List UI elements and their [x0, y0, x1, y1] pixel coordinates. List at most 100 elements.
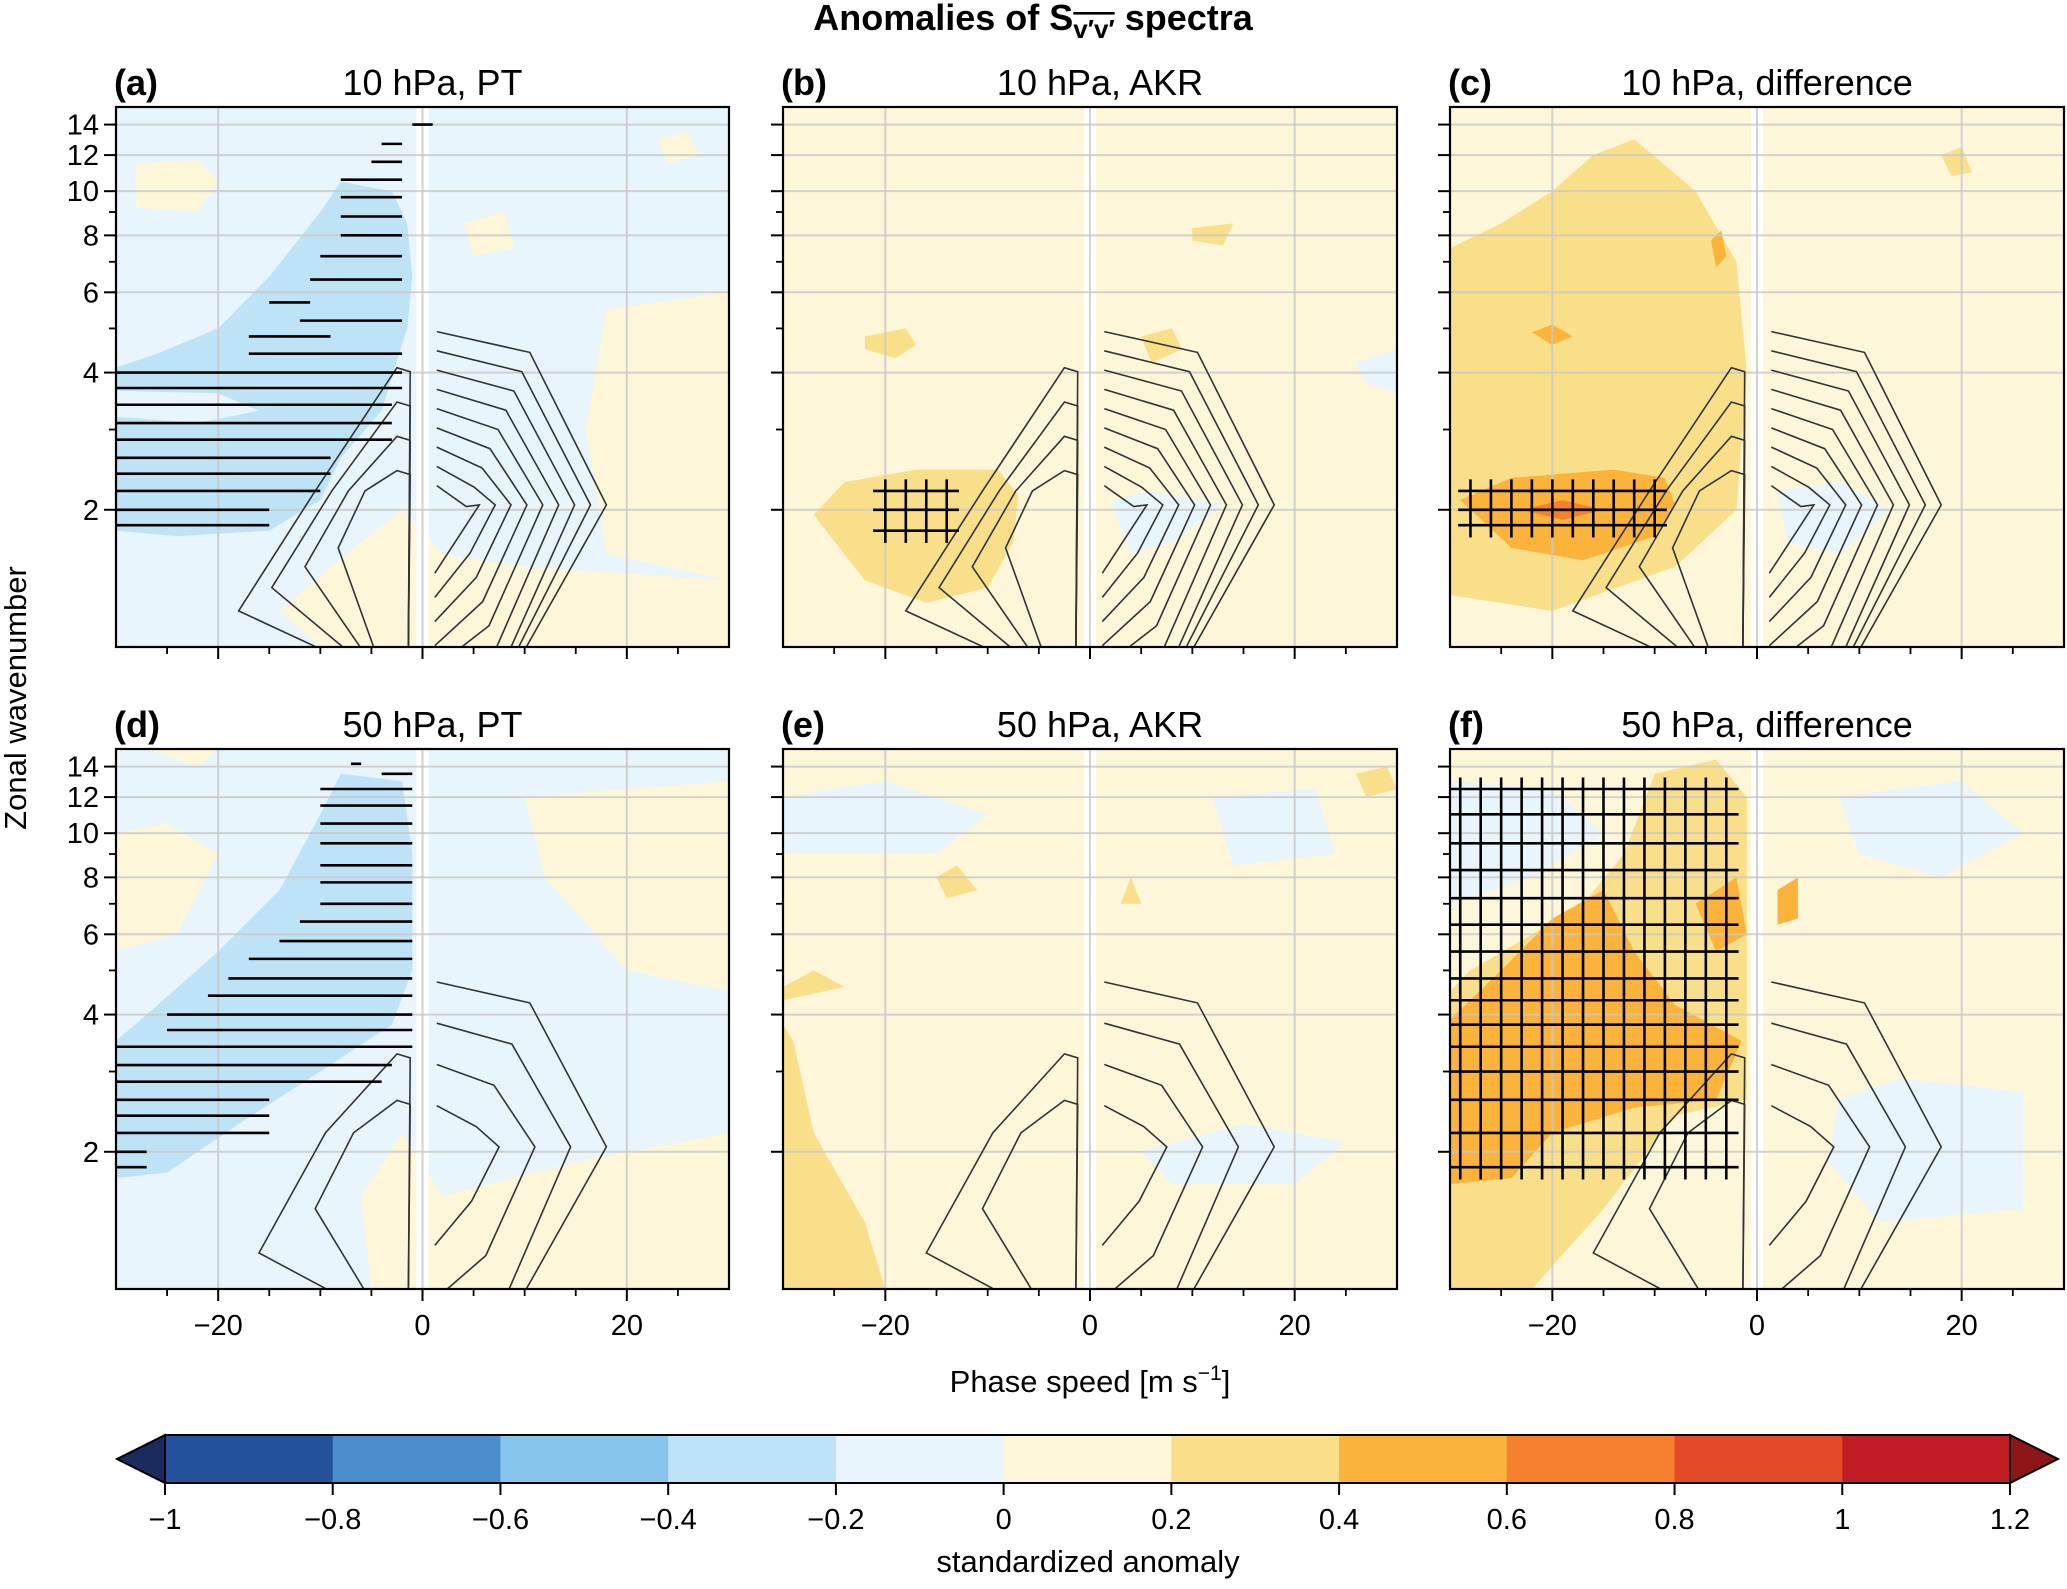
- contour-line: [1101, 427, 1196, 647]
- colorbar-tick-label: 0.6: [1487, 1504, 1527, 1536]
- contour-line: [1768, 484, 1816, 574]
- anomaly-region: [463, 212, 515, 257]
- contour-line: [1101, 446, 1180, 623]
- anomaly-region: [116, 773, 413, 1179]
- colorbar-segment: [1339, 1435, 1508, 1483]
- x-axis-label-close: ]: [1222, 1364, 1231, 1399]
- anomaly-region: [1828, 1078, 2024, 1223]
- y-tick-label: 12: [67, 140, 99, 172]
- anomaly-region: [146, 749, 219, 767]
- x-axis-label: Phase speed [m s−1]: [950, 1362, 1231, 1399]
- colorbar-tick-label: 1: [1834, 1504, 1850, 1536]
- panel-content: [783, 107, 1397, 647]
- contour-line: [434, 465, 497, 598]
- contour-line: [434, 484, 481, 574]
- panel-title: 50 hPa, PT: [342, 704, 522, 745]
- figure-title: Anomalies of Sv′v′ spectra: [813, 0, 1254, 44]
- panel-letter: (f): [1448, 704, 1484, 745]
- anomaly-region: [116, 390, 259, 423]
- contour-line: [1101, 465, 1164, 598]
- x-tick-label: 0: [1082, 1310, 1098, 1342]
- colorbar-segment: [835, 1435, 1005, 1483]
- colorbar-tick-label: −0.4: [640, 1504, 697, 1536]
- anomaly-region: [1695, 877, 1747, 952]
- anomaly-region: [116, 181, 413, 537]
- colorbar-under-arrow: [114, 1433, 166, 1485]
- anomaly-region: [1356, 349, 1397, 394]
- anomaly-region: [783, 970, 845, 1001]
- y-tick-label: 10: [67, 818, 99, 850]
- colorbar-segment: [1003, 1435, 1172, 1483]
- y-axis-label: Zonal wavenumber: [0, 566, 33, 830]
- colorbar: −1 −0.8 −0.6 −0.4 −0.2 0 0.2 0.4 0.6 0.8 1 1.2: [114, 1433, 2061, 1536]
- contour-line: [436, 407, 544, 647]
- anomaly-region: [1212, 789, 1336, 866]
- contour-line: [1768, 427, 1863, 647]
- y-tick-label: 4: [83, 1000, 99, 1032]
- contour-line: [1101, 484, 1149, 574]
- contour-line: [436, 1063, 536, 1289]
- colorbar-segment: [1674, 1435, 1843, 1483]
- x-tick-label: −20: [1528, 1310, 1577, 1342]
- panel-letter: (d): [114, 704, 160, 745]
- anomaly-region: [586, 292, 729, 581]
- contour-line: [1104, 369, 1244, 647]
- panel-content: [1450, 107, 2064, 647]
- colorbar-tick-label: −0.8: [304, 1504, 361, 1536]
- contour-line: [925, 1052, 1079, 1289]
- colorbar-segment: [1171, 1435, 1340, 1483]
- panel-title: 50 hPa, difference: [1621, 704, 1913, 745]
- colorbar-tick-label: −1: [148, 1504, 181, 1536]
- anomaly-region: [1777, 482, 1890, 554]
- anomaly-region: [1777, 877, 1798, 925]
- colorbar-tick-label: −0.6: [472, 1504, 529, 1536]
- contour-line: [436, 350, 592, 647]
- panel-title: 50 hPa, AKR: [997, 704, 1203, 745]
- contour-line: [1104, 981, 1276, 1289]
- contour-line: [1771, 981, 1943, 1289]
- colorbar-segment: [165, 1435, 334, 1483]
- y-tick-label: 2: [83, 495, 99, 527]
- y-tick-label: 14: [67, 110, 99, 142]
- contour-line: [1771, 350, 1927, 647]
- contour-line: [1768, 465, 1831, 598]
- contour-line: [1771, 407, 1879, 647]
- x-tick-label: 20: [611, 1310, 643, 1342]
- contour-line: [436, 981, 608, 1289]
- anomaly-region: [1141, 328, 1183, 363]
- contour-line: [436, 1022, 572, 1289]
- panel-title: 10 hPa, PT: [342, 62, 522, 103]
- y-tick-label: 4: [83, 358, 99, 390]
- anomaly-region: [864, 328, 916, 359]
- contour-line: [436, 369, 576, 647]
- contour-line: [1592, 1052, 1746, 1289]
- x-axis-label-main: Phase speed [m s: [950, 1364, 1198, 1399]
- colorbar-over-arrow: [2009, 1433, 2061, 1485]
- colorbar-tick-label: −0.2: [807, 1504, 864, 1536]
- anomaly-region: [136, 160, 219, 212]
- panel-content: [783, 749, 1397, 1289]
- contour-line: [1771, 388, 1895, 647]
- anomaly-region: [116, 823, 219, 952]
- colorbar-label: standardized anomaly: [936, 1544, 1240, 1579]
- colorbar-tick-label: 1.2: [1990, 1504, 2030, 1536]
- panel-content: [1450, 749, 2064, 1289]
- y-tick-label: 6: [83, 919, 99, 951]
- x-tick-label: 20: [1946, 1310, 1978, 1342]
- contour-line: [1104, 330, 1276, 647]
- anomaly-region: [1711, 230, 1727, 268]
- y-tick-label: 8: [83, 220, 99, 252]
- contour-line: [1571, 366, 1746, 647]
- anomaly-region: [1356, 766, 1397, 798]
- anomaly-region: [936, 865, 978, 899]
- y-tick-label: 2: [83, 1137, 99, 1169]
- colorbar-segment: [1506, 1435, 1676, 1483]
- contour-line: [1771, 1063, 1871, 1289]
- colorbar-segment: [1842, 1435, 2011, 1483]
- contour-line: [904, 366, 1079, 647]
- colorbar-segment: [500, 1435, 669, 1483]
- panel-c: (c) 10 hPa, difference: [1438, 62, 2066, 659]
- y-tick-label: 12: [67, 782, 99, 814]
